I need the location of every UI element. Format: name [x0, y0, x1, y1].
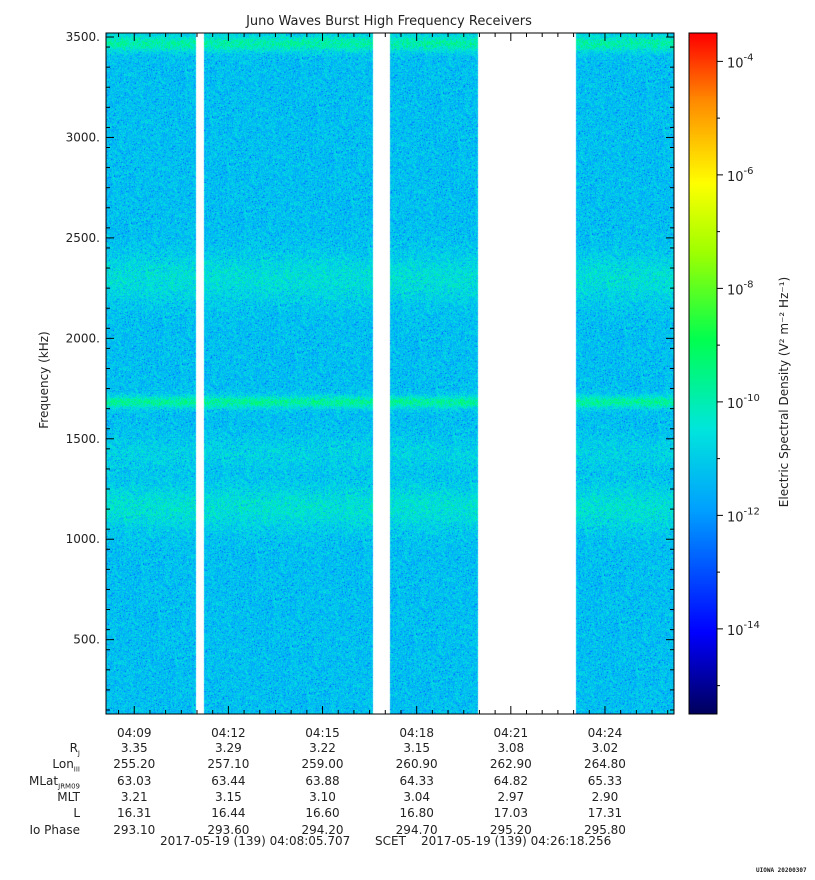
colorbar-axis: 10-4 10-6 10-8 10-10 10-12 10-14	[717, 52, 760, 687]
generation-stamp: UIOWA 20200307	[756, 867, 807, 874]
x-axis: 04:09 04:12 04:15 04:18 04:21 04:24	[117, 33, 669, 740]
ephemeris-value: 3.08	[497, 741, 525, 755]
ephemeris-value: 16.80	[399, 806, 434, 821]
ephemeris-value: 63.03	[117, 773, 152, 788]
ephemeris-value: 3.29	[215, 741, 242, 755]
x-tick-label: 04:24	[588, 726, 623, 740]
colorbar-tick-label: 10-12	[727, 506, 760, 525]
time-start: 2017-05-19 (139) 04:08:05.707	[160, 834, 351, 848]
ephemeris-value: 3.15	[215, 789, 242, 804]
ephemeris-value: 3.35	[120, 741, 148, 755]
ephemeris-value: 63.88	[305, 773, 340, 788]
colorbar-tick-label: 10-8	[727, 279, 754, 298]
ephemeris-value: 294.20	[301, 822, 344, 837]
ephemeris-value: 255.20	[113, 757, 156, 772]
y-axis: 500. 1000. 1500. 2000. 2500. 3000. 3500.	[66, 30, 674, 711]
y-tick-label: 1000.	[66, 532, 100, 546]
ephemeris-value: 2.90	[591, 789, 619, 804]
colorbar-label: Electric Spectral Density (V² m⁻² Hz⁻¹)	[777, 277, 791, 507]
y-tick-label: 3000.	[66, 130, 100, 144]
colorbar-tick-label: 10-6	[727, 166, 754, 185]
x-tick-label: 04:21	[494, 726, 529, 740]
ephemeris-value: 293.10	[113, 822, 156, 837]
ephemeris-value: 16.60	[305, 806, 340, 821]
ephemeris-value: 17.03	[493, 806, 528, 821]
ephemeris-value: 64.33	[399, 773, 434, 788]
ephemeris-value: 16.44	[211, 806, 246, 821]
ephemeris-value: 64.82	[493, 773, 528, 788]
ephemeris-value: 264.80	[583, 757, 626, 772]
spectrogram-heatmap	[106, 33, 674, 714]
ephemeris-label: L	[73, 806, 80, 821]
ephemeris-value: 3.15	[403, 741, 431, 755]
ephemeris-value: 262.90	[489, 757, 532, 772]
ephemeris-value: 257.10	[207, 757, 250, 772]
ephemeris-value: 3.10	[309, 789, 336, 804]
x-tick-label: 04:09	[117, 726, 152, 740]
y-tick-label: 2500.	[66, 231, 100, 245]
ephemeris-label: MLT	[57, 789, 80, 804]
colorbar	[689, 33, 717, 714]
colorbar-tick-label: 10-10	[727, 393, 760, 412]
ephemeris-value: 17.31	[587, 806, 623, 821]
y-tick-label: 500.	[73, 633, 100, 647]
ephemeris-value: 3.22	[309, 741, 336, 755]
chart-title: Juno Waves Burst High Frequency Receiver…	[245, 14, 532, 29]
plot-frame	[105, 32, 675, 715]
ephemeris-value: 3.21	[120, 789, 148, 804]
ephemeris-label: LonIII	[52, 757, 80, 774]
ephemeris-label: Io Phase	[29, 822, 80, 837]
ephemeris-value: 3.04	[403, 789, 431, 804]
colorbar-tick-label: 10-4	[727, 52, 754, 71]
ephemeris-value: 294.70	[395, 822, 438, 837]
ephemeris-value: 63.44	[211, 773, 246, 788]
ephemeris-value: 260.90	[395, 757, 438, 772]
ephemeris-value: 65.33	[587, 773, 623, 788]
y-tick-label: 2000.	[66, 331, 100, 345]
y-tick-label: 1500.	[66, 432, 100, 446]
ephemeris-value: 2.97	[497, 789, 525, 804]
x-tick-label: 04:12	[211, 726, 246, 740]
ephemeris-value: 16.31	[117, 806, 152, 821]
ephemeris-value: 293.60	[207, 822, 250, 837]
colorbar-frame	[688, 32, 718, 715]
x-tick-label: 04:18	[399, 726, 434, 740]
time-scet-label: SCET	[375, 834, 406, 848]
ephemeris-value: 295.80	[583, 822, 626, 837]
y-axis-label: Frequency (kHz)	[37, 331, 51, 428]
ephemeris-value: 3.02	[591, 741, 619, 755]
ephemeris-value: 295.20	[489, 822, 532, 837]
colorbar-tick-label: 10-14	[727, 620, 760, 639]
y-tick-label: 3500.	[66, 30, 100, 44]
ephemeris-label: RJ	[69, 741, 80, 758]
x-tick-label: 04:15	[305, 726, 340, 740]
ephemeris-value: 259.00	[301, 757, 344, 772]
time-end: 2017-05-19 (139) 04:26:18.256	[421, 834, 612, 848]
ephemeris-label: MLatJRM09	[29, 773, 80, 790]
